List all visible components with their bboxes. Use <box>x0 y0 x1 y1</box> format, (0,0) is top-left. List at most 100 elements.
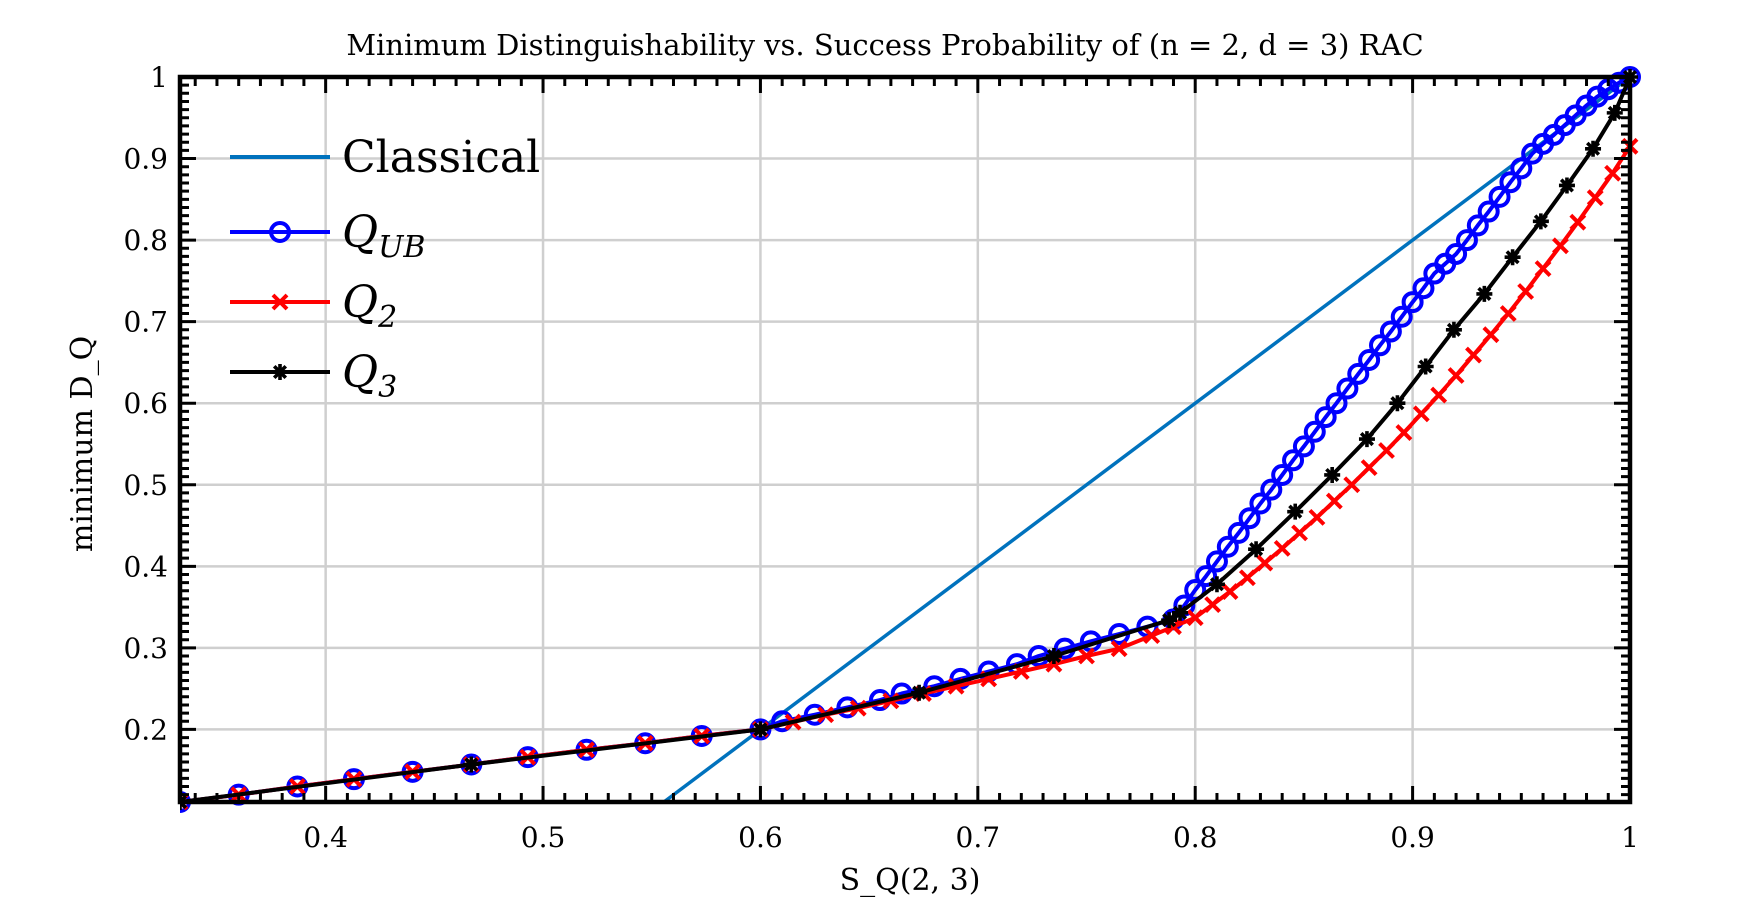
x-tick-label: 0.5 <box>521 821 566 854</box>
data-point <box>1045 648 1062 665</box>
grid <box>180 77 1630 802</box>
data-point <box>1110 640 1128 658</box>
data-point <box>1314 406 1337 429</box>
data-point <box>1078 647 1095 665</box>
data-point <box>1360 459 1378 477</box>
data-point <box>1358 348 1381 371</box>
x-tick-labels: 0.4 0.5 0.6 0.7 0.8 0.9 1 <box>303 821 1639 854</box>
data-point <box>1195 565 1218 588</box>
data-point <box>1604 164 1622 182</box>
y-tick-label: 0.5 <box>123 469 168 502</box>
data-point <box>1510 157 1533 180</box>
y-tick-label: 0.2 <box>123 713 168 746</box>
data-point <box>1249 492 1272 515</box>
data-point <box>1430 386 1448 404</box>
y-tick-label: 0.8 <box>123 224 168 257</box>
data-point <box>1412 277 1435 300</box>
series-classical <box>662 75 1632 804</box>
legend-item-q-2: Q2 <box>230 277 397 335</box>
legend-item-classical: Classical <box>230 132 540 183</box>
data-point <box>1558 177 1575 194</box>
legend-marker <box>272 364 288 380</box>
data-point <box>1476 285 1493 302</box>
data-point <box>1248 541 1265 558</box>
x-axis-label: S_Q(2, 3) <box>840 863 981 898</box>
data-point <box>1282 449 1305 472</box>
data-point <box>1186 609 1204 627</box>
data-point <box>1227 521 1250 544</box>
data-point <box>1303 420 1326 443</box>
data-point <box>1499 305 1517 322</box>
y-tick-label: 0.4 <box>123 550 168 583</box>
x-tick-label: 0.4 <box>303 821 348 854</box>
x-tick-label: 0.7 <box>956 821 1001 854</box>
plot-border <box>177 74 1633 805</box>
data-point <box>1447 367 1465 384</box>
legend-label: Q3 <box>342 347 397 405</box>
data-point <box>1216 535 1239 558</box>
data-point <box>1534 260 1552 278</box>
legend-label: Q2 <box>342 277 397 335</box>
data-point <box>1260 478 1283 501</box>
data-point <box>1256 554 1274 572</box>
data-point <box>1358 431 1375 448</box>
data-point <box>911 684 928 701</box>
data-point <box>1389 395 1406 412</box>
legend-item-q-3: Q3 <box>230 347 397 405</box>
data-point <box>1238 507 1261 530</box>
data-point <box>1325 492 1343 510</box>
data-point <box>1466 214 1489 237</box>
y-tick-labels: 0.2 0.3 0.4 0.5 0.6 0.7 0.8 0.9 1 <box>123 61 168 746</box>
data-point <box>1417 358 1434 375</box>
y-axis-label: minimum D_Q <box>65 336 100 552</box>
x-tick-label: 1 <box>1621 821 1639 854</box>
x-tick-label: 0.8 <box>1173 821 1218 854</box>
data-point <box>1445 321 1462 338</box>
data-point <box>1221 583 1239 601</box>
legend-label: QUB <box>342 207 425 265</box>
legend-label: Classical <box>342 132 540 183</box>
data-point <box>1586 189 1604 207</box>
data-point <box>1499 171 1522 194</box>
data-point <box>1504 249 1521 266</box>
y-tick-label: 0.9 <box>123 143 168 176</box>
series-q-3 <box>180 69 1638 810</box>
data-point <box>1238 569 1256 587</box>
legend-item-q-ub: QUB <box>230 207 425 265</box>
y-tick-label: 1 <box>150 61 168 94</box>
data-point <box>1390 305 1413 328</box>
data-point <box>1445 242 1468 265</box>
axes-frame <box>177 74 1633 805</box>
x-tick-label: 0.6 <box>738 821 783 854</box>
data-point <box>1488 185 1511 208</box>
data-point <box>1455 229 1478 252</box>
data-point <box>1552 237 1569 255</box>
data-point <box>1395 424 1413 441</box>
series-line <box>180 76 1632 804</box>
data-point <box>463 756 480 773</box>
data-point <box>1324 466 1341 483</box>
data-point <box>1273 539 1291 557</box>
data-point <box>1291 524 1308 542</box>
data-point <box>1143 627 1161 645</box>
data-point <box>1172 604 1188 621</box>
series-layer <box>180 66 1641 813</box>
data-point <box>1308 508 1326 526</box>
data-point <box>1606 104 1623 121</box>
data-point <box>752 721 769 738</box>
data-point <box>1482 326 1500 344</box>
x-tick-label: 0.9 <box>1390 821 1435 854</box>
series-line <box>662 75 1632 804</box>
data-point <box>1343 476 1361 494</box>
data-point <box>1378 442 1395 459</box>
data-point <box>1477 200 1500 223</box>
data-point <box>1292 435 1315 458</box>
data-point <box>1379 320 1402 343</box>
data-point <box>1569 213 1587 231</box>
data-point <box>1412 405 1430 423</box>
data-point <box>1347 362 1370 385</box>
data-point <box>1271 463 1294 486</box>
data-point <box>1208 576 1225 593</box>
data-point <box>1585 140 1602 157</box>
